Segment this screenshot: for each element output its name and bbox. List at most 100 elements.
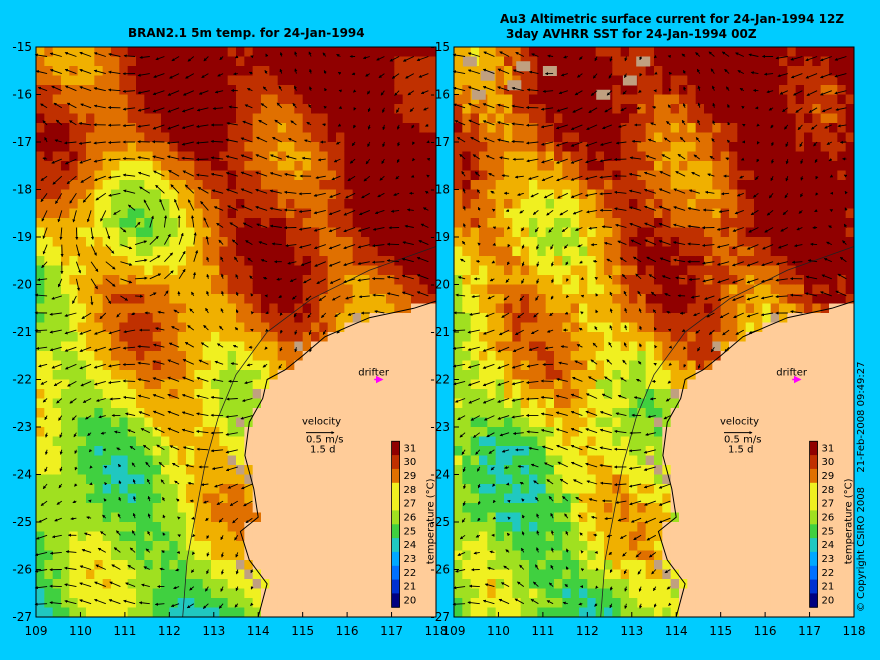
velocity-legend-time: 1.5 d — [310, 445, 335, 456]
colorbar-tick-label: 22 — [404, 568, 417, 579]
colorbar-tick-label: 22 — [822, 568, 835, 579]
velocity-legend-label: velocity — [720, 417, 759, 428]
colorbar-tick-label: 21 — [404, 582, 417, 593]
map-panel-satellite: 109 110 111 112 113 114 115 116 117 118 -15 -16 -17 -… — [430, 40, 865, 638]
lat-tick-label: -16 — [430, 88, 450, 102]
colorbar-label: temperature (°C) — [426, 478, 437, 564]
lat-tick-label: -16 — [12, 88, 32, 102]
lon-tick-label: 109 — [443, 624, 466, 638]
colorbar-tick-label: 25 — [404, 526, 417, 537]
colorbar-tick-label: 26 — [404, 512, 417, 523]
colorbar-tick-label: 29 — [822, 471, 835, 482]
colorbar-tick-label: 21 — [822, 582, 835, 593]
lat-tick-label: -23 — [12, 420, 32, 434]
lat-tick-label: -25 — [12, 515, 32, 529]
velocity-legend-speed: 0.5 m/s — [724, 435, 761, 446]
colorbar-tick-label: 31 — [404, 443, 417, 454]
drifter-marker: drifter — [776, 368, 808, 384]
satellite-title-line-1: Au3 Altimetric surface current for 24-Ja… — [500, 12, 845, 26]
lat-tick-label: -17 — [430, 135, 450, 149]
lon-tick-label: 117 — [798, 624, 821, 638]
lon-tick-label: 112 — [158, 624, 181, 638]
sst-field — [36, 47, 437, 618]
lat-tick-label: -20 — [12, 278, 32, 292]
lat-tick-label: -15 — [430, 40, 450, 54]
lon-tick-label: 114 — [247, 624, 270, 638]
lat-tick-label: -24 — [12, 468, 32, 482]
panel-title-satellite: Au3 Altimetric surface current for 24-Ja… — [500, 12, 844, 42]
temperature-colorbar: 31 30 29 28 27 26 25 24 23 22 21 20 temperature (°C) — [809, 440, 855, 608]
lon-tick-label: 109 — [25, 624, 48, 638]
lon-tick-label: 118 — [425, 624, 448, 638]
lon-tick-label: 110 — [69, 624, 92, 638]
drifter-label: drifter — [776, 368, 808, 379]
sst-field — [454, 47, 855, 618]
colorbar-tick-label: 20 — [404, 595, 417, 606]
lon-tick-label: 113 — [202, 624, 225, 638]
colorbar-tick-label: 27 — [404, 499, 417, 510]
drifter-marker: drifter — [358, 368, 390, 384]
lon-tick-label: 111 — [113, 624, 136, 638]
lon-tick-label: 110 — [487, 624, 510, 638]
lat-tick-label: -21 — [12, 325, 32, 339]
velocity-legend-label: velocity — [302, 417, 341, 428]
timestamp-label: 21-Feb-2008 09:49:27 — [856, 361, 867, 473]
lat-tick-label: -15 — [12, 40, 32, 54]
lon-tick-label: 114 — [665, 624, 688, 638]
colorbar-tick-label: 23 — [822, 554, 835, 565]
lat-tick-label: -20 — [430, 278, 450, 292]
lat-tick-label: -18 — [430, 183, 450, 197]
lon-tick-label: 116 — [754, 624, 777, 638]
lat-tick-label: -26 — [430, 563, 450, 577]
copyright-label: © Copyright CSIRO 2008 — [856, 487, 867, 612]
colorbar-tick-label: 25 — [822, 526, 835, 537]
velocity-legend: velocity 0.5 m/s1.5 d — [720, 417, 761, 456]
lon-tick-label: 116 — [336, 624, 359, 638]
velocity-legend-speed: 0.5 m/s — [306, 435, 343, 446]
colorbar-tick-label: 28 — [404, 485, 417, 496]
colorbar-tick-label: 30 — [822, 457, 835, 468]
panel-title-model: BRAN2.1 5m temp. for 24-Jan-1994 — [128, 26, 365, 40]
colorbar-tick-label: 30 — [404, 457, 417, 468]
colorbar-label: temperature (°C) — [844, 478, 855, 564]
colorbar-tick-label: 29 — [404, 471, 417, 482]
colorbar-tick-label: 24 — [822, 540, 835, 551]
copyright-text: © Copyright CSIRO 2008 21-Feb-2008 09:49… — [856, 361, 867, 612]
lon-tick-label: 113 — [620, 624, 643, 638]
lon-tick-label: 118 — [843, 624, 866, 638]
model-title-line: BRAN2.1 5m temp. for 24-Jan-1994 — [128, 26, 365, 40]
lat-tick-label: -27 — [12, 610, 32, 624]
satellite-title-line-2: 3day AVHRR SST for 24-Jan-1994 00Z — [506, 27, 757, 41]
coastline — [239, 300, 437, 618]
colorbar-tick-label: 28 — [822, 485, 835, 496]
colorbar-tick-label: 23 — [404, 554, 417, 565]
lat-tick-label: -17 — [12, 135, 32, 149]
velocity-arrows — [34, 51, 431, 609]
colorbar-tick-label: 31 — [822, 443, 835, 454]
lat-tick-label: -18 — [12, 183, 32, 197]
lon-tick-label: 115 — [709, 624, 732, 638]
velocity-arrows — [452, 51, 848, 610]
lat-tick-label: -23 — [430, 420, 450, 434]
lat-tick-label: -24 — [430, 468, 450, 482]
lon-tick-label: 115 — [291, 624, 314, 638]
map-panel-model: 109 110 111 112 113 114 115 116 117 118 -15 -16 -17 -… — [12, 40, 447, 638]
lat-tick-label: -27 — [430, 610, 450, 624]
lat-tick-label: -22 — [430, 373, 450, 387]
drifter-label: drifter — [358, 368, 390, 379]
lat-tick-label: -19 — [12, 230, 32, 244]
coastline — [657, 300, 855, 618]
isobath-line — [182, 246, 437, 618]
colorbar-tick-label: 26 — [822, 512, 835, 523]
velocity-legend-time: 1.5 d — [728, 445, 753, 456]
lat-tick-label: -21 — [430, 325, 450, 339]
lat-tick-label: -25 — [430, 515, 450, 529]
colorbar-tick-label: 27 — [822, 499, 835, 510]
velocity-legend: velocity 0.5 m/s1.5 d — [302, 417, 343, 456]
colorbar-tick-label: 20 — [822, 595, 835, 606]
lat-tick-label: -26 — [12, 563, 32, 577]
lon-tick-label: 111 — [531, 624, 554, 638]
temperature-colorbar: 31 30 29 28 27 26 25 24 23 22 21 20 temperature (°C) — [391, 440, 437, 608]
lat-tick-label: -22 — [12, 373, 32, 387]
